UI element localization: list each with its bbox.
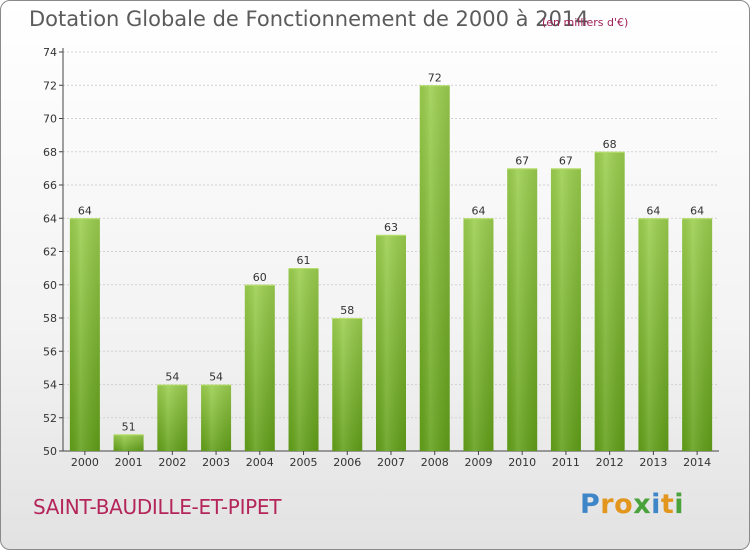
data-label-2014: 64: [690, 204, 704, 217]
x-tick-label-2010: 2010: [508, 456, 536, 469]
bar-shade-2010: [507, 168, 538, 451]
data-label-2013: 64: [646, 204, 660, 217]
x-tick-label-2002: 2002: [158, 456, 186, 469]
x-tick-label-2001: 2001: [115, 456, 143, 469]
y-tick-label: 56: [43, 345, 57, 358]
y-tick-label: 62: [43, 246, 57, 259]
y-tick-label: 60: [43, 279, 57, 292]
data-label-2011: 67: [559, 154, 573, 167]
bar-shade-2007: [376, 234, 406, 451]
bar-shade-2013: [638, 218, 669, 451]
x-tick-label-2014: 2014: [683, 456, 711, 469]
data-label-2004: 60: [253, 271, 267, 284]
data-labels: 64 51 54 54 60 61 58 63 72 64 67 67 68 64 64: [78, 71, 704, 433]
y-tick-label: 66: [43, 179, 57, 192]
x-tick-label-2005: 2005: [290, 456, 318, 469]
data-label-2009: 64: [471, 204, 485, 217]
bar-shade-2008: [419, 85, 450, 451]
x-tick-label-2000: 2000: [71, 456, 99, 469]
x-tick-label-2003: 2003: [202, 456, 230, 469]
x-tick-label-2007: 2007: [377, 456, 405, 469]
data-label-2006: 58: [340, 304, 354, 317]
bar-shade-2000: [69, 218, 100, 451]
chart-unit: (en milliers d'€): [542, 16, 629, 29]
data-label-2002: 54: [165, 371, 179, 384]
x-tick-label-2013: 2013: [639, 456, 667, 469]
bar-shade-2012: [594, 151, 625, 451]
data-label-2007: 63: [384, 221, 398, 234]
proxiti-logo: Proxiti: [580, 489, 685, 520]
y-tick-label: 58: [43, 312, 57, 325]
bar-shade-2001: [113, 434, 144, 451]
bar-shade-2006: [332, 318, 363, 451]
data-label-2005: 61: [297, 254, 311, 267]
bar-shade-2003: [201, 384, 232, 451]
y-tick-label: 72: [43, 79, 57, 92]
x-tick-label-2004: 2004: [246, 456, 274, 469]
data-label-2000: 64: [78, 204, 92, 217]
y-tick-label: 64: [43, 212, 57, 225]
data-label-2008: 72: [428, 71, 442, 84]
data-label-2003: 54: [209, 371, 223, 384]
chart-title: Dotation Globale de Fonctionnement de 20…: [29, 7, 589, 31]
y-tick-label: 54: [43, 379, 57, 392]
data-label-2001: 51: [122, 420, 136, 433]
bar-shade-2009: [463, 218, 494, 451]
bars: [69, 85, 713, 451]
y-tick-label: 50: [43, 445, 57, 458]
y-tick-label: 68: [43, 146, 57, 159]
x-tick-label-2009: 2009: [464, 456, 492, 469]
bar-shade-2002: [157, 384, 188, 451]
y-tick-label: 52: [43, 412, 57, 425]
data-label-2012: 68: [603, 138, 617, 151]
bar-shade-2004: [244, 284, 275, 451]
y-tick-label: 70: [43, 113, 57, 126]
y-tick-label: 74: [43, 46, 57, 59]
bar-shade-2011: [550, 168, 581, 451]
x-tick-label-2006: 2006: [333, 456, 361, 469]
data-label-2010: 67: [515, 154, 529, 167]
bar-shade-2005: [288, 268, 319, 451]
x-tick-label-2011: 2011: [552, 456, 580, 469]
bar-shade-2014: [682, 218, 713, 451]
x-tick-label-2012: 2012: [596, 456, 624, 469]
x-tick-label-2008: 2008: [421, 456, 449, 469]
commune-name: SAINT-BAUDILLE-ET-PIPET: [33, 495, 282, 519]
